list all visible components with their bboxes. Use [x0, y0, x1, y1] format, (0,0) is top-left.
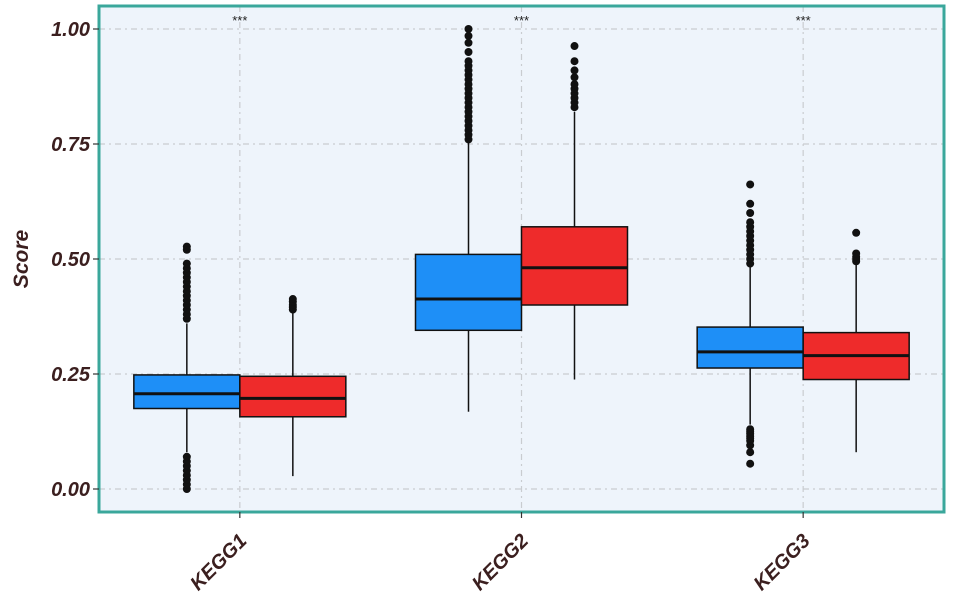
- outlier-point: [570, 66, 579, 75]
- outlier-point: [570, 57, 579, 66]
- box-KEGG3-2: [802, 228, 910, 453]
- x-tick-label: KEGG2: [468, 530, 533, 595]
- outlier-point: [746, 448, 755, 457]
- outlier-point: [746, 218, 755, 227]
- outlier-point: [746, 209, 755, 217]
- y-tick-label: 1.00: [51, 19, 90, 41]
- significance-label: ***: [796, 13, 811, 28]
- y-tick-label: 0.75: [51, 134, 91, 156]
- box-KEGG2-1: [414, 25, 523, 412]
- box-iqr: [696, 326, 804, 369]
- box-KEGG1-1: [133, 242, 241, 493]
- box-iqr: [414, 253, 523, 332]
- outlier-point: [288, 295, 297, 304]
- significance-label: ***: [232, 13, 247, 28]
- x-tick-label: KEGG1: [186, 530, 251, 595]
- outlier-point: [464, 57, 473, 66]
- box-iqr: [239, 375, 347, 418]
- box-iqr: [520, 226, 629, 306]
- outlier-point: [182, 452, 191, 461]
- outlier-point: [746, 459, 755, 468]
- box-iqr: [133, 374, 241, 410]
- outlier-point: [570, 80, 579, 89]
- box-KEGG2-2: [520, 42, 629, 380]
- x-tick-label: KEGG3: [750, 530, 815, 595]
- outlier-point: [464, 38, 473, 47]
- y-tick-label: 0.50: [51, 249, 90, 271]
- outlier-point: [852, 228, 861, 237]
- box-KEGG1-2: [239, 295, 347, 477]
- boxes: [133, 25, 910, 493]
- outlier-point: [464, 31, 473, 40]
- outlier-point: [182, 242, 191, 251]
- outlier-point: [746, 425, 755, 434]
- y-axis-label: Score: [10, 230, 33, 289]
- outlier-point: [746, 199, 755, 208]
- box-KEGG3-1: [696, 180, 804, 468]
- outlier-point: [464, 25, 473, 33]
- outlier-point: [746, 180, 755, 189]
- outlier-point: [464, 48, 473, 56]
- outlier-point: [852, 249, 861, 258]
- y-tick-label: 0.00: [51, 479, 90, 501]
- outlier-point: [182, 259, 191, 268]
- outlier-point: [570, 73, 579, 82]
- significance-label: ***: [514, 13, 529, 28]
- y-tick-label: 0.25: [51, 364, 91, 386]
- outlier-point: [570, 42, 579, 51]
